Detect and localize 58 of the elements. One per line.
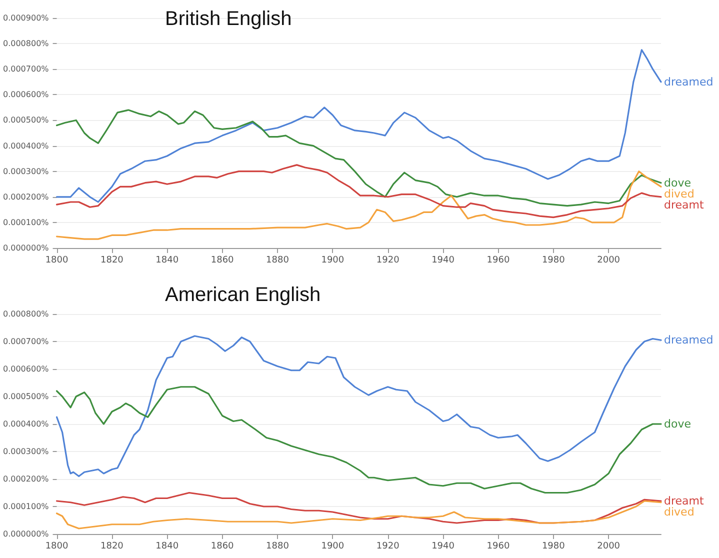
y-tick-label: 0.000400% bbox=[2, 141, 50, 150]
line-series bbox=[56, 500, 662, 530]
y-tick-label: 0.000100% bbox=[2, 218, 50, 227]
x-tick-label: 1960 bbox=[486, 542, 510, 552]
y-tick-label: 0.000300% bbox=[2, 447, 50, 456]
x-tick-label: 1840 bbox=[156, 542, 179, 552]
chart-title: American English bbox=[165, 284, 321, 306]
x-tick-label: 1920 bbox=[376, 542, 400, 552]
x-tick-label: 1940 bbox=[432, 256, 455, 266]
y-tick-label: 0.000400% bbox=[2, 420, 50, 428]
line-series bbox=[56, 335, 662, 478]
y-tick-label: 0.000600% bbox=[2, 364, 50, 374]
y-tick-label: 0.000200% bbox=[2, 474, 50, 484]
series-label: dove bbox=[664, 418, 692, 430]
y-tick-label: 0.000800% bbox=[2, 310, 50, 318]
series-label: dived bbox=[664, 187, 694, 200]
y-tick-label: 0.000000% bbox=[2, 530, 50, 538]
x-tick-label: 1900 bbox=[321, 256, 344, 266]
line-series bbox=[56, 109, 662, 207]
x-tick-label: 1860 bbox=[210, 542, 234, 552]
x-tick-label: 1880 bbox=[266, 256, 290, 266]
series-label: dreamt bbox=[664, 494, 704, 508]
series-label: dreamt bbox=[664, 198, 704, 212]
y-tick-label: 0.000900% bbox=[2, 14, 50, 22]
y-tick-label: 0.000100% bbox=[2, 502, 50, 511]
x-tick-label: 2000 bbox=[597, 256, 620, 266]
y-tick-label: 0.000300% bbox=[2, 166, 50, 176]
x-tick-label: 1880 bbox=[266, 542, 290, 552]
x-tick-label: 1840 bbox=[156, 256, 179, 266]
x-tick-label: 1960 bbox=[486, 256, 510, 266]
line-series bbox=[56, 164, 662, 218]
line-series bbox=[56, 49, 662, 203]
series-label: dove bbox=[664, 176, 692, 190]
y-tick-label: 0.000700% bbox=[2, 64, 50, 74]
x-tick-label: 1900 bbox=[321, 542, 344, 552]
line-series bbox=[56, 170, 662, 240]
x-tick-label: 1980 bbox=[542, 256, 566, 266]
series-label: dived bbox=[664, 506, 694, 518]
chart-title: British English bbox=[165, 8, 292, 30]
y-tick-label: 0.000600% bbox=[2, 90, 50, 100]
x-tick-label: 1860 bbox=[210, 256, 234, 266]
x-tick-label: 1820 bbox=[100, 256, 124, 266]
y-tick-label: 0.000200% bbox=[2, 192, 50, 202]
x-tick-label: 1820 bbox=[100, 542, 124, 552]
series-label: dreamed bbox=[664, 334, 714, 347]
x-tick-label: 1920 bbox=[376, 256, 400, 266]
series-label: dreamed bbox=[664, 75, 714, 88]
x-tick-label: 1940 bbox=[432, 542, 455, 552]
y-tick-label: 0.000500% bbox=[2, 392, 50, 401]
y-tick-label: 0.000000% bbox=[2, 244, 50, 252]
y-tick-label: 0.000800% bbox=[2, 39, 50, 48]
x-tick-label: 1800 bbox=[45, 256, 68, 266]
x-tick-label: 2000 bbox=[597, 542, 620, 552]
y-tick-label: 0.000700% bbox=[2, 337, 50, 346]
y-tick-label: 0.000500% bbox=[2, 116, 50, 125]
line-series bbox=[56, 386, 662, 494]
x-tick-label: 1980 bbox=[542, 542, 566, 552]
x-tick-label: 1800 bbox=[45, 542, 68, 552]
